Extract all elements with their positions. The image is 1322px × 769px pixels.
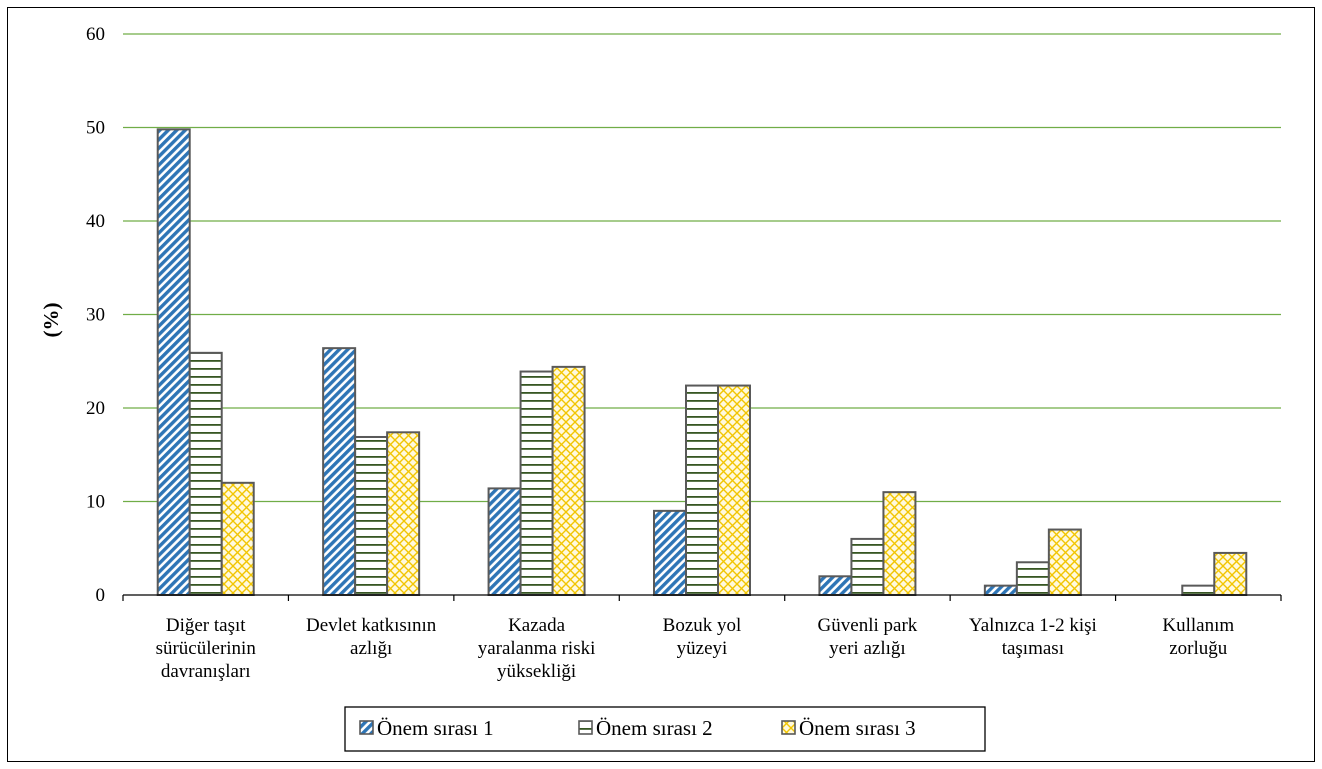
x-category-label: Yalnızca 1-2 kişi taşıması	[969, 615, 1097, 659]
bar-series-1	[322, 347, 357, 596]
gridlines	[123, 33, 1281, 503]
bar-series-1	[156, 128, 191, 597]
y-tick-label: 60	[86, 24, 105, 45]
bar-series-3	[1047, 528, 1082, 596]
bar-series-2	[1181, 584, 1216, 597]
legend-label-2: Önem sırası 2	[596, 716, 713, 740]
x-category-label: Güvenli park yeri azlığı	[818, 615, 918, 659]
bar-series-3	[882, 491, 917, 596]
legend-box	[344, 706, 986, 752]
bar-series-2	[850, 537, 885, 597]
bar-series-2	[1015, 561, 1050, 597]
x-category-label: Diğer taşıt sürücülerinin davranışları	[156, 615, 257, 682]
bar-series-2	[519, 370, 554, 596]
legend-swatch-2	[578, 720, 593, 735]
y-tick-label: 10	[86, 492, 105, 513]
bars	[156, 128, 1248, 597]
bar-series-1	[983, 584, 1018, 597]
y-tick-label: 40	[86, 211, 105, 232]
bar-series-1	[818, 575, 853, 596]
bar-series-3	[220, 481, 255, 596]
y-tick-label: 30	[86, 305, 105, 326]
x-category-label: Kullanım zorluğu	[1162, 615, 1234, 659]
legend-label-3: Önem sırası 3	[799, 716, 916, 740]
y-axis-ticks: 0 10 20 30 40 50 60	[86, 24, 105, 606]
bar-series-2	[354, 435, 389, 596]
bar-series-3	[551, 365, 586, 596]
legend-label-1: Önem sırası 1	[377, 716, 494, 740]
x-category-label: Devlet katkısının azlığı	[306, 615, 437, 659]
chart-frame: 0 10 20 30 40 50 60 Diğer taşıt sürücülerinin da…	[7, 7, 1315, 762]
x-category-label: Bozuk yol yüzeyi	[663, 615, 742, 659]
bar-series-3	[717, 384, 751, 596]
legend-swatch-1	[359, 720, 374, 735]
bar-series-2	[685, 384, 719, 596]
legend: Önem sırası 1 Önem sırası 2 Önem sırası 3	[344, 706, 986, 752]
bar-series-3	[386, 431, 421, 596]
x-category-label: Kazada yaralanma riski yüksekliği	[478, 615, 596, 682]
bar-series-1	[653, 509, 687, 597]
y-tick-label: 20	[86, 398, 105, 419]
bar-series-3	[1213, 551, 1248, 596]
y-axis-label: (%)	[39, 303, 63, 338]
bar-series-1	[487, 487, 522, 596]
y-tick-label: 50	[86, 118, 105, 139]
y-tick-label: 0	[96, 585, 106, 606]
x-axis-categories: Diğer taşıt sürücülerinin davranışları Devl…	[122, 595, 1282, 682]
bar-chart: 0 10 20 30 40 50 60 Diğer taşıt sürücülerinin da…	[39, 24, 1282, 752]
bar-series-2	[188, 351, 223, 596]
legend-swatch-3	[781, 720, 796, 735]
